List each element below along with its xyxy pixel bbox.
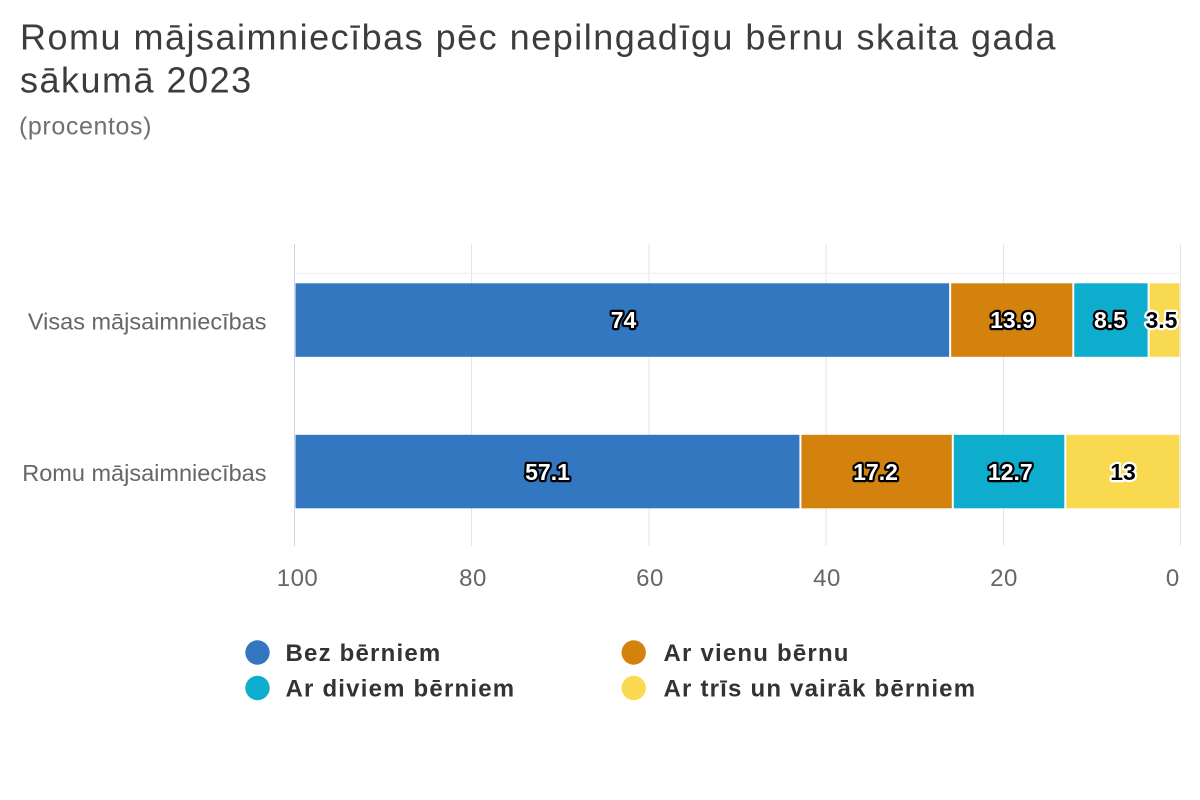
svg-text:Romu mājsaimniecības pēc nepil: Romu mājsaimniecības pēc nepilngadīgu bē… (20, 17, 1057, 58)
svg-text:Visas mājsaimniecības: Visas mājsaimniecības (28, 309, 267, 335)
svg-text:12.7: 12.7 (988, 459, 1033, 485)
svg-text:(procentos): (procentos) (19, 113, 152, 141)
svg-text:80: 80 (459, 565, 487, 592)
svg-text:57.1: 57.1 (525, 459, 570, 485)
svg-text:Romu mājsaimniecības: Romu mājsaimniecības (22, 460, 266, 486)
svg-text:Ar diviem bērniem: Ar diviem bērniem (286, 676, 516, 703)
svg-text:17.2: 17.2 (853, 459, 898, 485)
svg-text:13: 13 (1110, 459, 1136, 485)
svg-text:20: 20 (990, 565, 1018, 592)
svg-text:3.5: 3.5 (1146, 307, 1178, 333)
svg-text:100: 100 (277, 565, 319, 592)
svg-text:Ar vienu bērnu: Ar vienu bērnu (664, 640, 850, 667)
svg-text:74: 74 (611, 307, 637, 333)
svg-text:Ar trīs un vairāk bērniem: Ar trīs un vairāk bērniem (664, 676, 977, 703)
svg-text:sākumā 2023: sākumā 2023 (20, 60, 253, 101)
svg-text:8.5: 8.5 (1094, 307, 1126, 333)
svg-text:Bez bērniem: Bez bērniem (286, 640, 442, 667)
svg-text:60: 60 (636, 565, 664, 592)
svg-text:0: 0 (1166, 565, 1180, 592)
svg-text:13.9: 13.9 (990, 307, 1035, 333)
svg-text:40: 40 (813, 565, 841, 592)
